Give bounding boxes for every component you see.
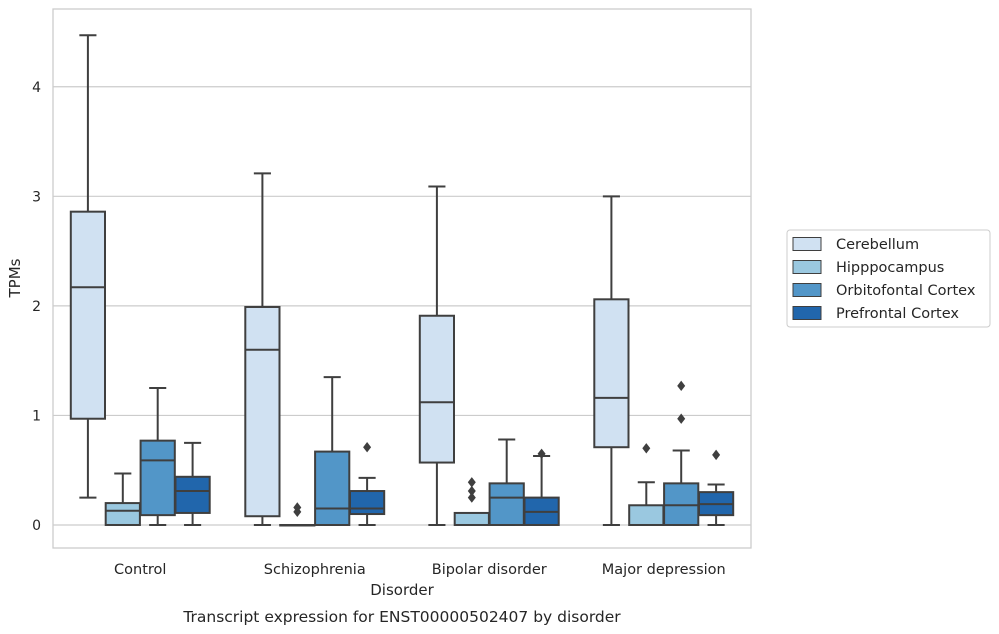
box-plot xyxy=(593,195,630,526)
outlier-point xyxy=(677,380,686,392)
outlier-point xyxy=(677,413,686,424)
outlier-point xyxy=(537,448,546,459)
box-plot xyxy=(697,449,735,526)
box-plot xyxy=(348,442,386,526)
box-plot xyxy=(174,441,211,526)
x-tick-label: Schizophrenia xyxy=(264,562,366,578)
box xyxy=(314,450,351,526)
box-plots xyxy=(69,34,735,527)
legend-label: Orbitofontal Cortex xyxy=(836,283,976,299)
box xyxy=(69,210,107,420)
outlier-point xyxy=(467,485,476,497)
box xyxy=(139,439,176,517)
box-plot xyxy=(104,472,141,526)
x-axis-label: Disorder xyxy=(370,581,434,599)
y-tick-label: 3 xyxy=(32,189,41,205)
legend-swatch xyxy=(792,306,822,320)
box xyxy=(593,298,630,449)
y-tick-label: 0 xyxy=(32,518,41,534)
box xyxy=(488,482,525,526)
x-tick-label: Major depression xyxy=(602,562,726,578)
box-plot xyxy=(628,443,665,526)
box-plot xyxy=(663,380,700,526)
box xyxy=(104,502,141,526)
box xyxy=(418,314,456,464)
legend-label: Hipppocampus xyxy=(836,260,944,276)
box-plot xyxy=(69,34,107,499)
x-tick-label: Control xyxy=(114,562,166,578)
legend-swatch xyxy=(792,283,822,297)
y-tick-label: 1 xyxy=(32,408,41,424)
box xyxy=(244,305,281,518)
box-plot xyxy=(314,376,351,526)
box xyxy=(663,482,700,526)
outlier-point xyxy=(712,449,721,461)
plot-frame xyxy=(52,8,752,549)
chart-caption: Transcript expression for ENST0000050240… xyxy=(182,608,621,626)
box-plot xyxy=(418,185,456,526)
box-plot xyxy=(279,502,316,527)
box xyxy=(348,490,386,516)
box-plot xyxy=(488,438,525,526)
legend-label: Prefrontal Cortex xyxy=(836,306,959,322)
x-tick-labels: Control Schizophrenia Bipolar disorder Majo… xyxy=(114,562,726,578)
y-tick-labels: 0 1 2 3 4 xyxy=(32,80,41,534)
legend-swatch xyxy=(792,260,822,274)
outlier-point xyxy=(642,443,651,454)
box xyxy=(453,511,490,526)
y-tick-label: 2 xyxy=(32,299,41,315)
legend-frame xyxy=(786,229,991,328)
box-plot xyxy=(523,448,560,526)
box xyxy=(174,475,211,514)
box-plot xyxy=(139,387,176,526)
outlier-point xyxy=(293,502,302,513)
outlier-point xyxy=(467,477,476,488)
y-tick-label: 4 xyxy=(32,80,41,96)
box-plot xyxy=(453,477,490,526)
box-plot xyxy=(244,172,281,526)
legend: Cerebellum Hipppocampus Orbitofontal Corte… xyxy=(786,229,991,328)
outlier-point xyxy=(363,442,372,453)
box xyxy=(628,504,665,526)
legend-swatch xyxy=(792,237,822,251)
y-axis-label: TPMs xyxy=(6,258,24,298)
outlier-point xyxy=(467,492,476,503)
x-tick-label: Bipolar disorder xyxy=(432,562,547,578)
legend-label: Cerebellum xyxy=(836,237,919,253)
